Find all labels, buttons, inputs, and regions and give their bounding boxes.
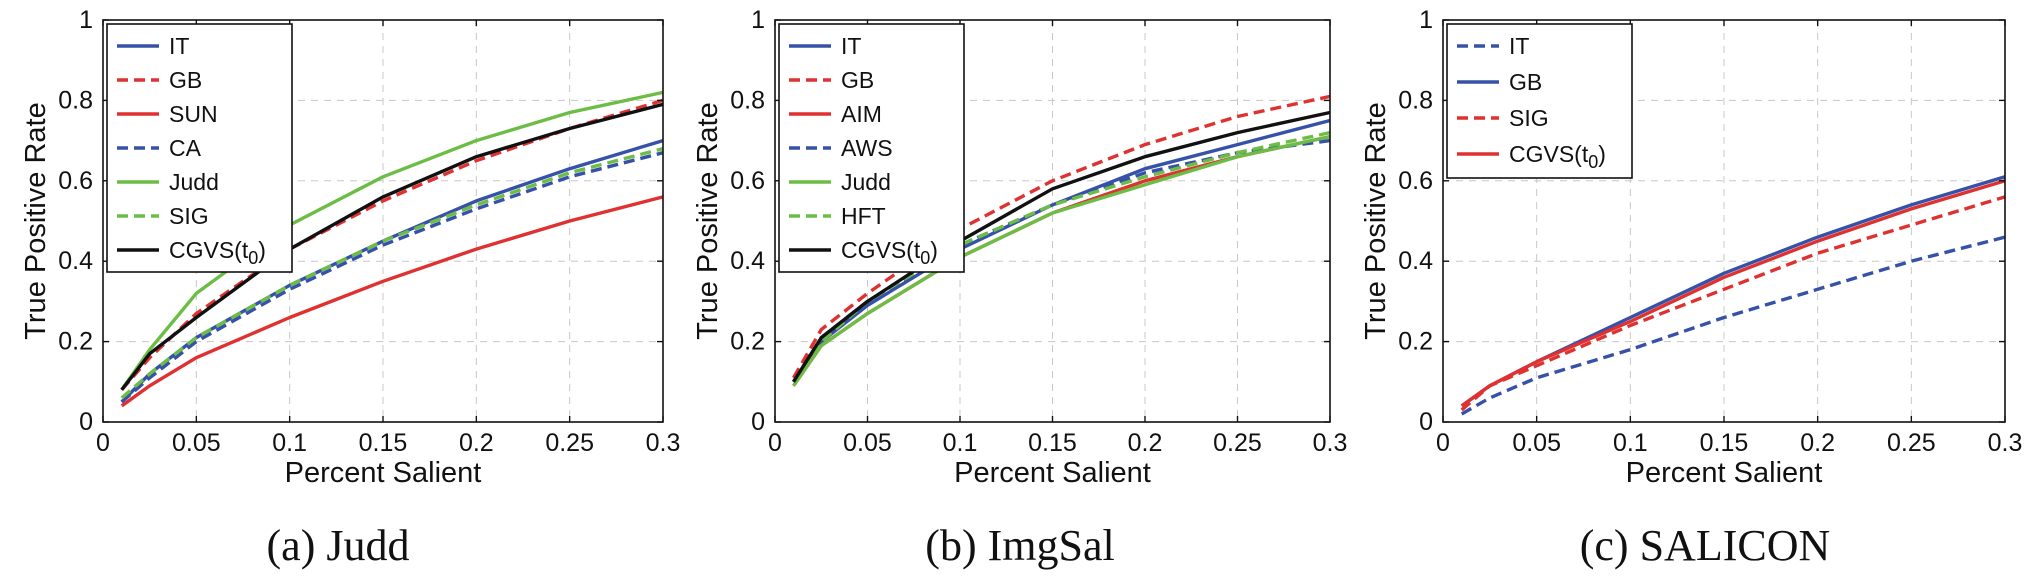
y-tick-label: 1: [79, 6, 93, 34]
x-tick-label: 0.15: [1700, 429, 1749, 457]
y-tick-label: 0.2: [1398, 328, 1433, 356]
x-tick-label: 0.25: [1213, 429, 1262, 457]
series-line-cgvst0: [120, 102, 664, 391]
chart-panel-2: 0 0.05 0.1 0.15 0.2 0.25 0.3 0 0.2 0.4 0.6 0.8 1 Perc…: [692, 6, 1347, 570]
x-tick-label: 0.1: [943, 429, 978, 457]
x-tick-label: 0: [768, 429, 782, 457]
legend-label: IT: [1509, 33, 1529, 59]
legend-label: Judd: [169, 169, 219, 195]
x-tick-label: 0.3: [646, 429, 681, 457]
series-line-judd: [792, 134, 1331, 387]
x-tick-label: 0.2: [1128, 429, 1163, 457]
x-tick-label: 0.2: [1800, 429, 1835, 457]
legend-label: CA: [169, 135, 202, 161]
x-tick-label: 0.3: [1313, 429, 1348, 457]
x-axis-label: Percent Salient: [1626, 457, 1823, 489]
x-tick-label: 0.25: [545, 429, 594, 457]
y-tick-label: 0.4: [730, 247, 765, 275]
series-line-gb: [1460, 175, 2006, 408]
x-tick-label: 0: [96, 429, 110, 457]
y-tick-label: 0.8: [730, 86, 765, 114]
x-tick-label: 0.3: [1988, 429, 2023, 457]
y-axis-label: True Positive Rate: [1360, 102, 1392, 339]
y-tick-label: 0: [751, 408, 765, 436]
chart-panel-3: 0 0.05 0.1 0.15 0.2 0.25 0.3 0 0.2 0.4 0.6 0.8 1 Perc…: [1360, 6, 2022, 570]
y-tick-label: 0.2: [730, 328, 765, 356]
series-line-hft: [792, 130, 1331, 383]
series-line-gb: [120, 98, 664, 391]
x-tick-label: 0.05: [1512, 429, 1561, 457]
x-axis-label: Percent Salient: [285, 457, 482, 489]
legend-label: GB: [841, 67, 874, 93]
series-line-cgvst0: [1460, 179, 2006, 408]
chart-panel-1: 0 0.05 0.1 0.15 0.2 0.25 0.3 0 0.2 0.4 0.6 0.8 1 Perc…: [20, 6, 680, 570]
legend-label: GB: [1509, 69, 1542, 95]
y-tick-label: 0.8: [1398, 86, 1433, 114]
series-line-cgvst0: [792, 110, 1331, 383]
x-tick-label: 0.05: [172, 429, 221, 457]
legend-label: SIG: [1509, 105, 1549, 131]
series-line-judd: [120, 90, 664, 391]
y-axis-label: True Positive Rate: [692, 102, 724, 339]
x-tick-label: 0: [1436, 429, 1450, 457]
series-line-it: [1460, 235, 2006, 416]
y-tick-label: 0.6: [58, 167, 93, 195]
y-tick-label: 0: [1419, 408, 1433, 436]
legend-label: Judd: [841, 169, 891, 195]
y-tick-label: 0.6: [730, 167, 765, 195]
x-tick-label: 0.1: [272, 429, 307, 457]
legend-label: HFT: [841, 203, 886, 229]
series-line-it: [120, 138, 664, 404]
panel-caption: (a) Judd: [267, 521, 410, 570]
y-tick-label: 0.4: [58, 247, 93, 275]
series-line-sun: [120, 195, 664, 408]
y-tick-label: 0.4: [1398, 247, 1433, 275]
legend-label: AIM: [841, 101, 882, 127]
x-tick-label: 0.2: [459, 429, 494, 457]
y-axis-label: True Positive Rate: [20, 102, 52, 339]
x-tick-label: 0.05: [843, 429, 892, 457]
legend-label: SUN: [169, 101, 218, 127]
legend-label: AWS: [841, 135, 893, 161]
y-tick-label: 0.6: [1398, 167, 1433, 195]
x-tick-label: 0.15: [359, 429, 408, 457]
panel-caption: (b) ImgSal: [925, 521, 1114, 570]
y-tick-label: 0.8: [58, 86, 93, 114]
legend-label: IT: [841, 33, 861, 59]
panel-caption: (c) SALICON: [1580, 521, 1831, 570]
legend-label: SIG: [169, 203, 209, 229]
x-tick-label: 0.1: [1613, 429, 1648, 457]
legend-label: IT: [169, 33, 189, 59]
series-line-gb: [792, 94, 1331, 379]
series-line-sig: [1460, 195, 2006, 412]
y-tick-label: 1: [1419, 6, 1433, 34]
x-tick-label: 0.25: [1887, 429, 1936, 457]
y-tick-label: 0: [79, 408, 93, 436]
y-tick-label: 1: [751, 6, 765, 34]
legend-label: GB: [169, 67, 202, 93]
y-tick-label: 0.2: [58, 328, 93, 356]
x-axis-label: Percent Salient: [954, 457, 1151, 489]
x-tick-label: 0.15: [1028, 429, 1077, 457]
